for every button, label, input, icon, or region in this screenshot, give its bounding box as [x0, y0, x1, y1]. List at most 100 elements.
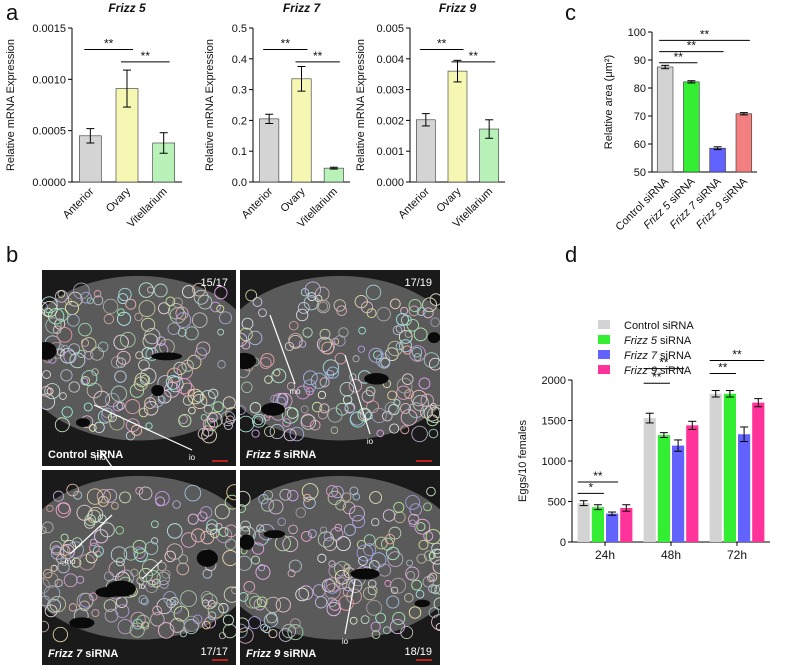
cell [316, 299, 331, 314]
cell [240, 405, 246, 415]
cell [338, 595, 354, 611]
y-tick-label: 0.0015 [32, 23, 66, 35]
cell [159, 579, 169, 589]
cell [256, 596, 268, 608]
micrograph-label: Control siRNA [48, 449, 123, 461]
cell [161, 569, 171, 579]
y-tick-label: 500 [548, 497, 566, 509]
cell [157, 302, 171, 315]
cell [307, 529, 317, 539]
cell [125, 399, 141, 415]
cell [67, 313, 80, 327]
cell [134, 548, 148, 563]
cavity [151, 385, 164, 397]
cell [257, 564, 266, 572]
cell [268, 629, 278, 639]
cell [163, 381, 180, 398]
cell [88, 424, 97, 432]
cell [430, 317, 440, 327]
y-tick-label: 1500 [542, 416, 566, 428]
cell [425, 529, 440, 545]
cell [411, 347, 423, 358]
legend-label: Control siRNA [624, 320, 694, 332]
cell [49, 595, 67, 613]
cell [147, 286, 155, 294]
micrograph-annotation: mo [289, 387, 301, 396]
cell [201, 593, 218, 610]
cell [93, 421, 105, 433]
significance-label: ** [652, 370, 662, 384]
y-tick-label: 100 [628, 27, 646, 39]
cell [326, 485, 339, 498]
cell [406, 319, 420, 332]
cell [218, 527, 229, 537]
pointer-arrow [141, 559, 163, 580]
cell [310, 372, 327, 389]
cell [110, 546, 128, 563]
bar [683, 81, 700, 173]
cell [365, 284, 382, 300]
bar [709, 393, 722, 542]
bar [752, 402, 765, 542]
cell [400, 425, 410, 435]
cell [343, 524, 356, 536]
cell [183, 615, 200, 632]
cell [67, 541, 84, 559]
bar [643, 418, 656, 542]
cell [150, 612, 165, 627]
cell [91, 609, 100, 618]
cell [223, 586, 236, 603]
cell [68, 603, 78, 612]
cell [57, 290, 66, 298]
cell [349, 486, 359, 496]
cell [416, 553, 427, 564]
cell [430, 584, 440, 595]
cell [426, 406, 440, 424]
cell [87, 509, 101, 524]
cell [140, 621, 150, 630]
cell [422, 576, 434, 588]
bar [291, 78, 312, 183]
cell [334, 569, 350, 585]
cell [154, 491, 170, 506]
cell [400, 314, 412, 326]
cell [400, 306, 409, 315]
y-axis-label: Relative area (μm²) [603, 55, 615, 149]
cell [251, 413, 266, 428]
cell [59, 392, 67, 400]
cell [420, 393, 434, 407]
cell [44, 604, 58, 618]
cell [392, 325, 403, 336]
cell [177, 327, 187, 337]
cell [172, 297, 183, 308]
cell [205, 523, 218, 535]
cavity [427, 332, 440, 344]
cell [287, 489, 299, 502]
cell [78, 553, 96, 571]
significance-label: ** [732, 348, 742, 362]
cell [376, 306, 391, 322]
cell [384, 533, 396, 545]
cell [117, 618, 133, 635]
cell [363, 534, 376, 546]
cell [207, 602, 225, 619]
cell [375, 353, 391, 368]
cell [157, 395, 166, 404]
cell [89, 542, 100, 554]
cell [150, 537, 159, 545]
cell [423, 352, 440, 368]
cell [144, 541, 159, 555]
cell [245, 289, 258, 302]
cell [392, 611, 406, 625]
y-tick-label: 2000 [542, 375, 566, 387]
cell [129, 622, 145, 638]
cell [395, 323, 405, 334]
cavity [240, 352, 257, 370]
cell [150, 520, 159, 529]
cell [42, 577, 50, 594]
y-tick-label: 50 [634, 167, 646, 179]
cell [138, 300, 156, 317]
cavity [364, 373, 389, 385]
cell [180, 382, 195, 397]
cell [357, 407, 372, 422]
